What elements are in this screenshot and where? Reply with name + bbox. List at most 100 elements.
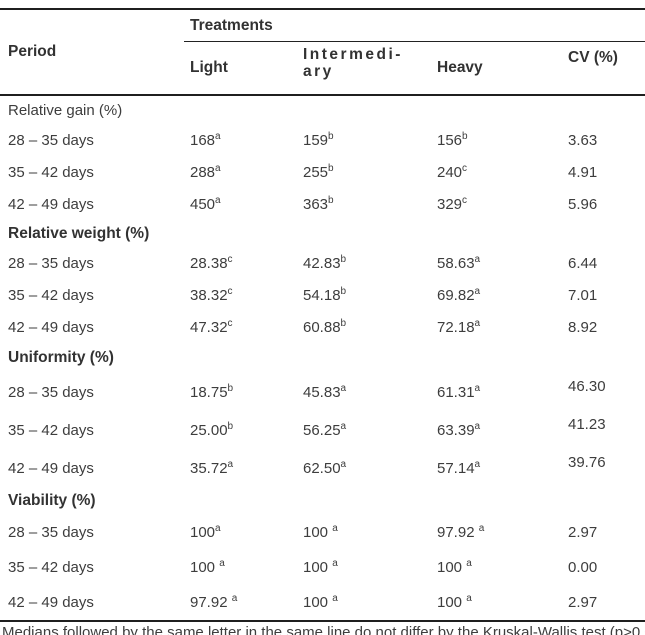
cv-cell: 41.23	[568, 415, 606, 433]
period-cell: 35 – 42 days	[8, 421, 94, 439]
significance-letter: a	[466, 558, 472, 569]
table-top-rule	[0, 8, 645, 10]
cell-value: 63.39	[437, 421, 475, 439]
cell-value: 72.18	[437, 318, 475, 336]
significance-letter: a	[474, 253, 481, 265]
significance-letter: a	[215, 162, 221, 174]
cell-value: 58.63	[437, 254, 475, 272]
significance-letter: a	[478, 523, 485, 534]
significance-letter: a	[332, 593, 338, 604]
cell-value: 97.92	[190, 594, 232, 611]
significance-letter: c	[462, 162, 468, 174]
table-row: 28 – 35 days 168a 159b 156b 3.63	[0, 124, 645, 156]
significance-letter: b	[227, 382, 234, 394]
light-value-cell: 35.72a	[190, 458, 303, 477]
intermediary-value-cell: 54.18b	[303, 286, 437, 304]
heavy-value-cell: 69.82a	[437, 286, 568, 304]
significance-letter: c	[227, 317, 233, 329]
table-row: 35 – 42 days 25.00b 56.25a 63.39a 41.23	[0, 411, 645, 449]
light-value-cell: 168a	[190, 131, 303, 149]
significance-letter: b	[328, 162, 334, 174]
significance-letter: a	[340, 382, 347, 394]
period-cell: 42 – 49 days	[8, 459, 94, 477]
section-title: Relative weight (%)	[8, 224, 150, 242]
cell-value: 100	[190, 559, 220, 576]
significance-letter: a	[474, 458, 481, 470]
significance-letter: b	[227, 420, 234, 432]
period-cell: 42 – 49 days	[8, 318, 94, 336]
cell-value: 42.83	[303, 254, 341, 272]
table-footnote: Medians followed by the same letter in t…	[2, 624, 645, 635]
intermediary-value-cell: 100 a	[303, 523, 437, 542]
period-cell: 28 – 35 days	[8, 524, 94, 541]
period-cell: 28 – 35 days	[8, 254, 94, 272]
intermediary-value-cell: 363b	[303, 194, 437, 213]
cell-value: 100	[303, 594, 333, 611]
table-row: 28 – 35 days 18.75b 45.83a 61.31a 46.30	[0, 373, 645, 411]
period-cell: 28 – 35 days	[8, 131, 94, 149]
cell-value: 159	[303, 131, 329, 149]
significance-letter: a	[227, 458, 234, 470]
cell-value: 18.75	[190, 383, 228, 401]
table-row: 42 – 49 days 450a 363b 329c 5.96	[0, 188, 645, 220]
table-row: 42 – 49 days 35.72a 62.50a 57.14a 39.76	[0, 449, 645, 487]
cell-value: 62.50	[303, 459, 341, 477]
light-value-cell: 47.32c	[190, 317, 303, 336]
significance-letter: a	[466, 593, 472, 604]
cell-value: 47.32	[190, 318, 228, 336]
heavy-value-cell: 240c	[437, 162, 568, 181]
cell-value: 329	[437, 195, 463, 213]
significance-letter: a	[231, 593, 238, 604]
section-title: Viability (%)	[8, 492, 96, 509]
cell-value: 100	[190, 524, 216, 541]
column-header-intermediary: Intermedi- ary	[303, 46, 403, 80]
cell-value: 60.88	[303, 318, 341, 336]
significance-letter: a	[474, 317, 481, 329]
intermediary-value-cell: 42.83b	[303, 254, 437, 272]
section-title: Uniformity (%)	[8, 349, 114, 366]
cv-cell: 2.97	[568, 524, 598, 541]
period-cell: 42 – 49 days	[8, 594, 94, 611]
significance-letter: c	[227, 285, 233, 297]
heavy-value-cell: 100 a	[437, 558, 568, 577]
intermediary-value-cell: 45.83a	[303, 382, 437, 401]
table-row: 42 – 49 days 97.92 a 100 a 100 a 2.97	[0, 585, 645, 620]
significance-letter: b	[340, 317, 347, 329]
cell-value: 56.25	[303, 421, 341, 439]
cv-cell: 3.63	[568, 131, 598, 149]
heavy-value-cell: 97.92 a	[437, 523, 568, 542]
intermediary-value-cell: 60.88b	[303, 317, 437, 336]
table-row: 28 – 35 days 28.38c 42.83b 58.63a 6.44	[0, 247, 645, 279]
period-cell: 35 – 42 days	[8, 163, 94, 181]
heavy-value-cell: 156b	[437, 131, 568, 149]
table-row: 28 – 35 days 100a 100 a 97.92 a 2.97	[0, 515, 645, 550]
heavy-value-cell: 63.39a	[437, 421, 568, 439]
cell-value: 69.82	[437, 286, 475, 304]
cell-value: 288	[190, 163, 216, 181]
significance-letter: b	[328, 130, 334, 142]
light-value-cell: 18.75b	[190, 382, 303, 401]
period-cell: 35 – 42 days	[8, 559, 94, 576]
cell-value: 28.38	[190, 254, 228, 272]
cv-cell: 7.01	[568, 286, 598, 304]
light-value-cell: 450a	[190, 195, 303, 213]
column-header-light: Light	[190, 59, 228, 76]
light-value-cell: 100a	[190, 524, 303, 542]
significance-letter: a	[332, 523, 338, 534]
cv-cell: 5.96	[568, 195, 598, 213]
light-value-cell: 25.00b	[190, 420, 303, 439]
light-value-cell: 97.92 a	[190, 593, 303, 612]
header-bottom-rule	[0, 94, 645, 96]
significance-letter: b	[328, 194, 334, 206]
light-value-cell: 38.32c	[190, 285, 303, 304]
cv-cell: 2.97	[568, 594, 598, 611]
cell-value: 100	[303, 559, 333, 576]
table-header: Period Treatments Light Intermedi- ary H…	[0, 10, 645, 94]
heavy-value-cell: 58.63a	[437, 253, 568, 272]
significance-letter: c	[462, 194, 468, 206]
cell-value: 57.14	[437, 459, 475, 477]
heavy-value-cell: 100 a	[437, 593, 568, 612]
heavy-value-cell: 61.31a	[437, 383, 568, 401]
cell-value: 45.83	[303, 383, 341, 401]
